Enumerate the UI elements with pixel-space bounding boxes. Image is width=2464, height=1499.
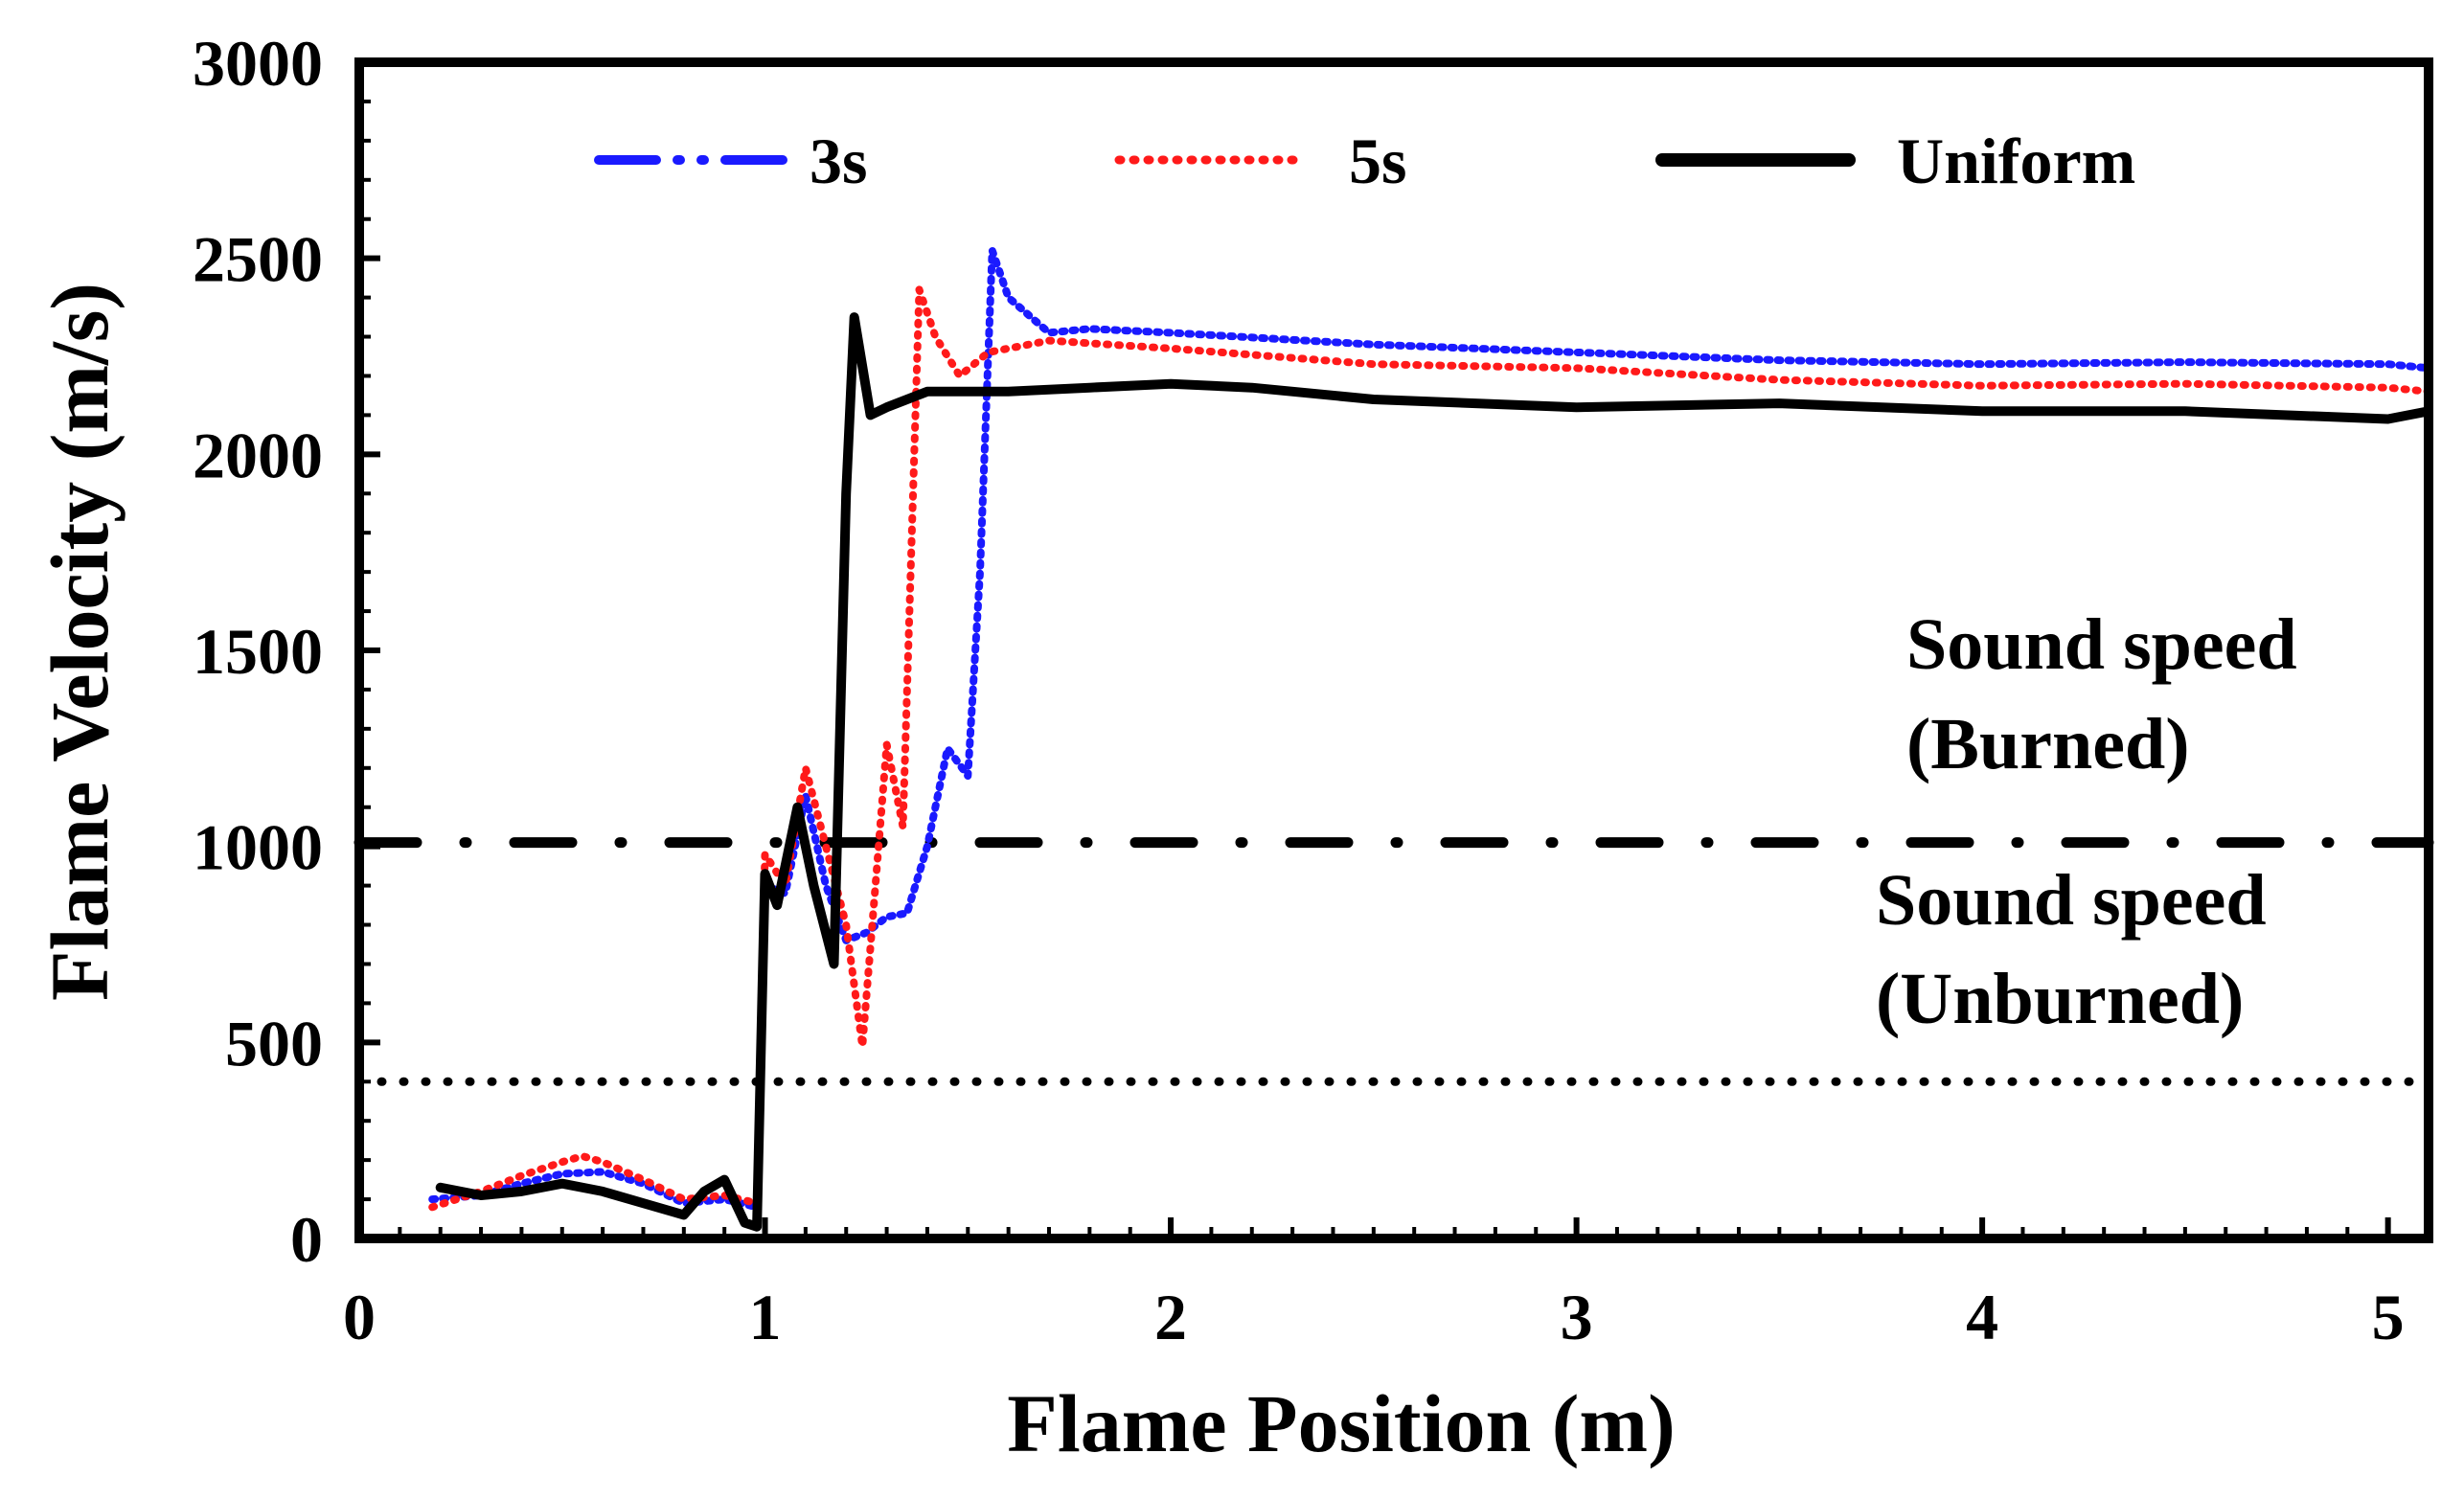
legend: 3s 5s Uniform xyxy=(594,125,2135,197)
x-tick-label: 4 xyxy=(1966,1281,1998,1353)
series-line-uniform xyxy=(435,312,2433,1232)
x-axis-title: Flame Position (m) xyxy=(1007,1377,1675,1469)
legend-label-5s: 5s xyxy=(1349,125,1406,197)
legend-label-uniform: Uniform xyxy=(1897,125,2135,197)
y-tick-label: 1000 xyxy=(193,811,323,884)
y-tick-label: 3000 xyxy=(193,27,323,100)
y-tick-label: 2000 xyxy=(193,419,323,491)
x-tick-label: 5 xyxy=(2372,1281,2405,1353)
annotation-burned-line-2: (Burned) xyxy=(1906,704,2190,784)
series-layer xyxy=(428,246,2433,1232)
annotation-burned-line-1: Sound speed xyxy=(1906,604,2297,685)
y-tick-label: 2500 xyxy=(193,223,323,296)
y-tick-label: 500 xyxy=(225,1007,323,1079)
y-tick-label: 1500 xyxy=(193,615,323,688)
x-tick-label: 2 xyxy=(1154,1281,1187,1353)
y-axis-title: Flame Velocity (m/s) xyxy=(34,283,125,1001)
legend-label-3s: 3s xyxy=(810,125,867,197)
reference-lines xyxy=(354,837,2434,1086)
series-line-5s xyxy=(428,285,2432,1212)
annotation-unburned-line-1: Sound speed xyxy=(1876,860,2267,941)
annotation-unburned-line-2: (Unburned) xyxy=(1876,959,2244,1039)
x-tick-label: 3 xyxy=(1561,1281,1593,1353)
x-tick-label: 0 xyxy=(343,1281,376,1353)
axes: 0 1 2 3 4 5 0 500 1000 1500 2000 2500 3000 xyxy=(193,27,2433,1353)
x-tick-label: 1 xyxy=(749,1281,782,1353)
y-tick-label: 0 xyxy=(290,1203,323,1276)
annotations: Sound speed (Burned) Sound speed (Unburned) xyxy=(1876,604,2297,1039)
